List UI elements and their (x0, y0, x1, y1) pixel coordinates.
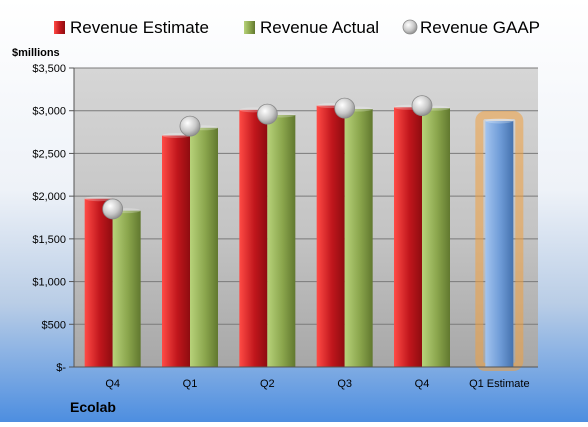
x-tick-label: Q1 Estimate (469, 378, 530, 390)
x-tick-label: Q4 (105, 378, 120, 390)
gaap-marker (411, 95, 433, 116)
bar-revenue-actual (422, 108, 450, 367)
gaap-marker (179, 115, 201, 137)
y-tick-label: $2,500 (32, 148, 66, 160)
bar-revenue-actual (112, 210, 141, 367)
legend-label: Revenue Estimate (70, 18, 209, 37)
company-label: Ecolab (70, 399, 116, 415)
legend-swatch (54, 21, 65, 34)
legend-label: Revenue Actual (260, 18, 379, 37)
bar-q1-estimate (485, 120, 514, 367)
y-tick-label: $2,000 (32, 191, 66, 203)
bar-revenue-actual (267, 114, 296, 367)
x-tick-label: Q4 (415, 378, 430, 390)
bar-revenue-estimate (162, 135, 190, 367)
x-axis-ticks: Q4 Q1 Q2 Q3 Q4 Q1 Estimate (74, 366, 538, 390)
y-tick-label: $- (56, 362, 66, 374)
gaap-markers (102, 95, 433, 220)
y-tick-label: $1,000 (32, 277, 66, 289)
bar-top-highlight (84, 196, 113, 202)
x-tick-label: Q3 (337, 378, 352, 390)
bar-revenue-estimate (316, 105, 345, 368)
bar-revenue-estimate (239, 109, 268, 368)
y-axis-unit-label: $millions (12, 47, 60, 59)
legend-swatch-gaap (402, 19, 418, 35)
y-tick-label: $3,500 (32, 63, 66, 75)
legend: Revenue Estimate Revenue Actual Revenue GA… (54, 18, 540, 37)
y-tick-label: $1,500 (32, 234, 66, 246)
gaap-marker (334, 97, 356, 119)
bar-revenue-estimate (394, 107, 422, 367)
bar-top-highlight (485, 118, 514, 124)
y-axis-ticks: $- $500 $1,000 $1,500 $2,000 $2,500 $3,000 $3,5… (32, 63, 75, 374)
gaap-marker (102, 198, 124, 220)
y-tick-label: $500 (42, 319, 66, 331)
bar-revenue-estimate (84, 198, 113, 367)
bar-top-highlight (162, 132, 190, 138)
bars (84, 103, 524, 371)
legend-swatch (244, 21, 255, 34)
legend-label: Revenue GAAP (420, 18, 540, 37)
x-tick-label: Q2 (260, 378, 275, 390)
y-tick-label: $3,000 (32, 106, 66, 118)
x-tick-label: Q1 (183, 378, 198, 390)
bar-revenue-actual (190, 127, 218, 367)
plot-area (74, 68, 538, 367)
bar-revenue-actual (344, 109, 373, 368)
gaap-marker (256, 103, 278, 125)
